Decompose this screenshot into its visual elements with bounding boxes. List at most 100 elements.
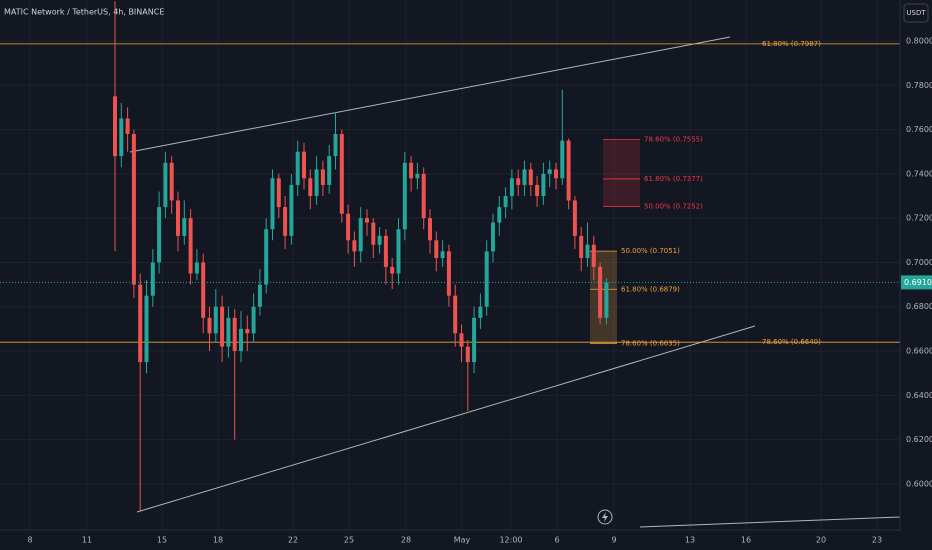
candle-body bbox=[201, 262, 206, 318]
fib-box-label: 78.60% (0.7555) bbox=[644, 136, 703, 144]
candle-body bbox=[591, 244, 596, 267]
candle-body bbox=[150, 262, 155, 296]
price-axis bbox=[900, 0, 932, 550]
candle-body bbox=[383, 235, 388, 267]
candle-body bbox=[415, 173, 420, 179]
x-tick-label: 25 bbox=[344, 536, 354, 545]
candle-body bbox=[402, 162, 407, 230]
candle-body bbox=[169, 162, 174, 201]
fib-box-label: 50.00% (0.7252) bbox=[644, 203, 703, 211]
x-tick-label: 18 bbox=[213, 536, 223, 545]
candle-body bbox=[478, 306, 483, 318]
candle-body bbox=[446, 251, 451, 296]
candle-body bbox=[560, 140, 565, 179]
x-tick-label: 12:00 bbox=[499, 536, 522, 545]
candle-body bbox=[220, 306, 225, 347]
y-tick-label: 0.7600 bbox=[906, 125, 932, 134]
candle-body bbox=[138, 284, 143, 363]
candle-body bbox=[239, 328, 243, 352]
x-tick-label: 22 bbox=[288, 536, 298, 545]
y-tick-label: 0.7400 bbox=[906, 169, 932, 178]
candle-body bbox=[516, 178, 521, 185]
y-tick-label: 0.7000 bbox=[906, 258, 932, 267]
candle-body bbox=[257, 284, 262, 307]
last-price-box bbox=[901, 275, 932, 290]
candle-body bbox=[320, 169, 325, 185]
candle-body bbox=[226, 317, 231, 347]
candle-body bbox=[541, 173, 546, 197]
candle-body bbox=[339, 133, 344, 214]
candle-body bbox=[144, 295, 149, 363]
candle-body bbox=[604, 282, 609, 318]
x-tick-label: 6 bbox=[554, 536, 559, 545]
candle-body bbox=[213, 306, 218, 334]
x-tick-label: 11 bbox=[82, 536, 92, 545]
candles bbox=[113, 1, 609, 511]
fib-box-label: 61.80% (0.6879) bbox=[621, 285, 680, 293]
candle-body bbox=[352, 240, 357, 252]
candle-body bbox=[453, 295, 458, 334]
currency-button[interactable] bbox=[903, 3, 929, 23]
candle-body bbox=[176, 200, 180, 236]
candle-body bbox=[157, 207, 162, 263]
candle-body bbox=[346, 213, 351, 241]
candle-body bbox=[598, 266, 603, 318]
x-tick-label: 28 bbox=[401, 536, 411, 545]
candle-body bbox=[119, 118, 124, 157]
candle-body bbox=[333, 133, 338, 157]
lightning-glyph bbox=[602, 512, 608, 522]
candle-body bbox=[421, 173, 426, 219]
candle-body bbox=[289, 184, 294, 236]
x-tick-label: 16 bbox=[741, 536, 751, 545]
candle-body bbox=[572, 200, 577, 236]
candle-body bbox=[396, 229, 401, 274]
candle-body bbox=[472, 317, 477, 363]
candle-body bbox=[484, 251, 489, 307]
candle-body bbox=[295, 151, 300, 185]
fib-box-label: 50.00% (0.7051) bbox=[621, 247, 680, 255]
candle-body bbox=[522, 169, 527, 185]
x-tick-label: May bbox=[454, 536, 471, 545]
candle-body bbox=[283, 207, 288, 236]
grid bbox=[0, 0, 900, 530]
candle-body bbox=[365, 218, 369, 223]
axes: 0.6000 0.6200 0.6400 0.6600 0.6800 0.7000 0.72… bbox=[0, 36, 932, 545]
fib-label: 61.80% (0.7987) bbox=[762, 40, 821, 48]
candle-body bbox=[528, 169, 533, 185]
x-tick-label: 8 bbox=[27, 536, 32, 545]
candle-body bbox=[491, 222, 495, 252]
trend-line-bottom bbox=[639, 516, 901, 528]
candle-body bbox=[535, 184, 540, 197]
candle-body bbox=[554, 169, 558, 179]
candle-body bbox=[509, 178, 514, 197]
y-tick-label: 0.6000 bbox=[906, 479, 932, 488]
x-tick-label: 15 bbox=[157, 536, 167, 545]
fib-label: 78.60% (0.6640) bbox=[762, 338, 821, 346]
y-tick-label: 0.6400 bbox=[906, 391, 932, 400]
currency-label[interactable]: USDT bbox=[906, 9, 926, 17]
candle-body bbox=[428, 218, 432, 241]
y-tick-label: 0.7200 bbox=[906, 214, 932, 223]
y-tick-label: 0.6200 bbox=[906, 435, 932, 444]
candle-body bbox=[131, 133, 136, 285]
candle-body bbox=[440, 251, 445, 259]
candle-body bbox=[264, 229, 269, 285]
trend-line-upper bbox=[129, 36, 731, 153]
candle-body bbox=[434, 240, 439, 259]
candle-body bbox=[182, 218, 187, 236]
candle-body bbox=[566, 140, 571, 201]
y-tick-label: 0.7800 bbox=[906, 81, 932, 90]
fib-box-label: 61.80% (0.7377) bbox=[644, 175, 703, 183]
candle-body bbox=[465, 346, 470, 363]
x-tick-label: 20 bbox=[816, 536, 826, 545]
candle-body bbox=[232, 317, 237, 352]
candle-body bbox=[194, 262, 199, 274]
candle-body bbox=[503, 196, 508, 208]
chart-title: MATIC Network / TetherUS, 4h, BINANCE bbox=[4, 8, 164, 17]
x-tick-label: 13 bbox=[685, 536, 695, 545]
last-price-label: 0.6910 bbox=[904, 278, 932, 287]
candle-body bbox=[125, 118, 130, 134]
trend-line-lower bbox=[136, 325, 756, 513]
fib-box-label: 78.60% (0.6635) bbox=[621, 339, 680, 347]
x-tick-label: 9 bbox=[611, 536, 616, 545]
